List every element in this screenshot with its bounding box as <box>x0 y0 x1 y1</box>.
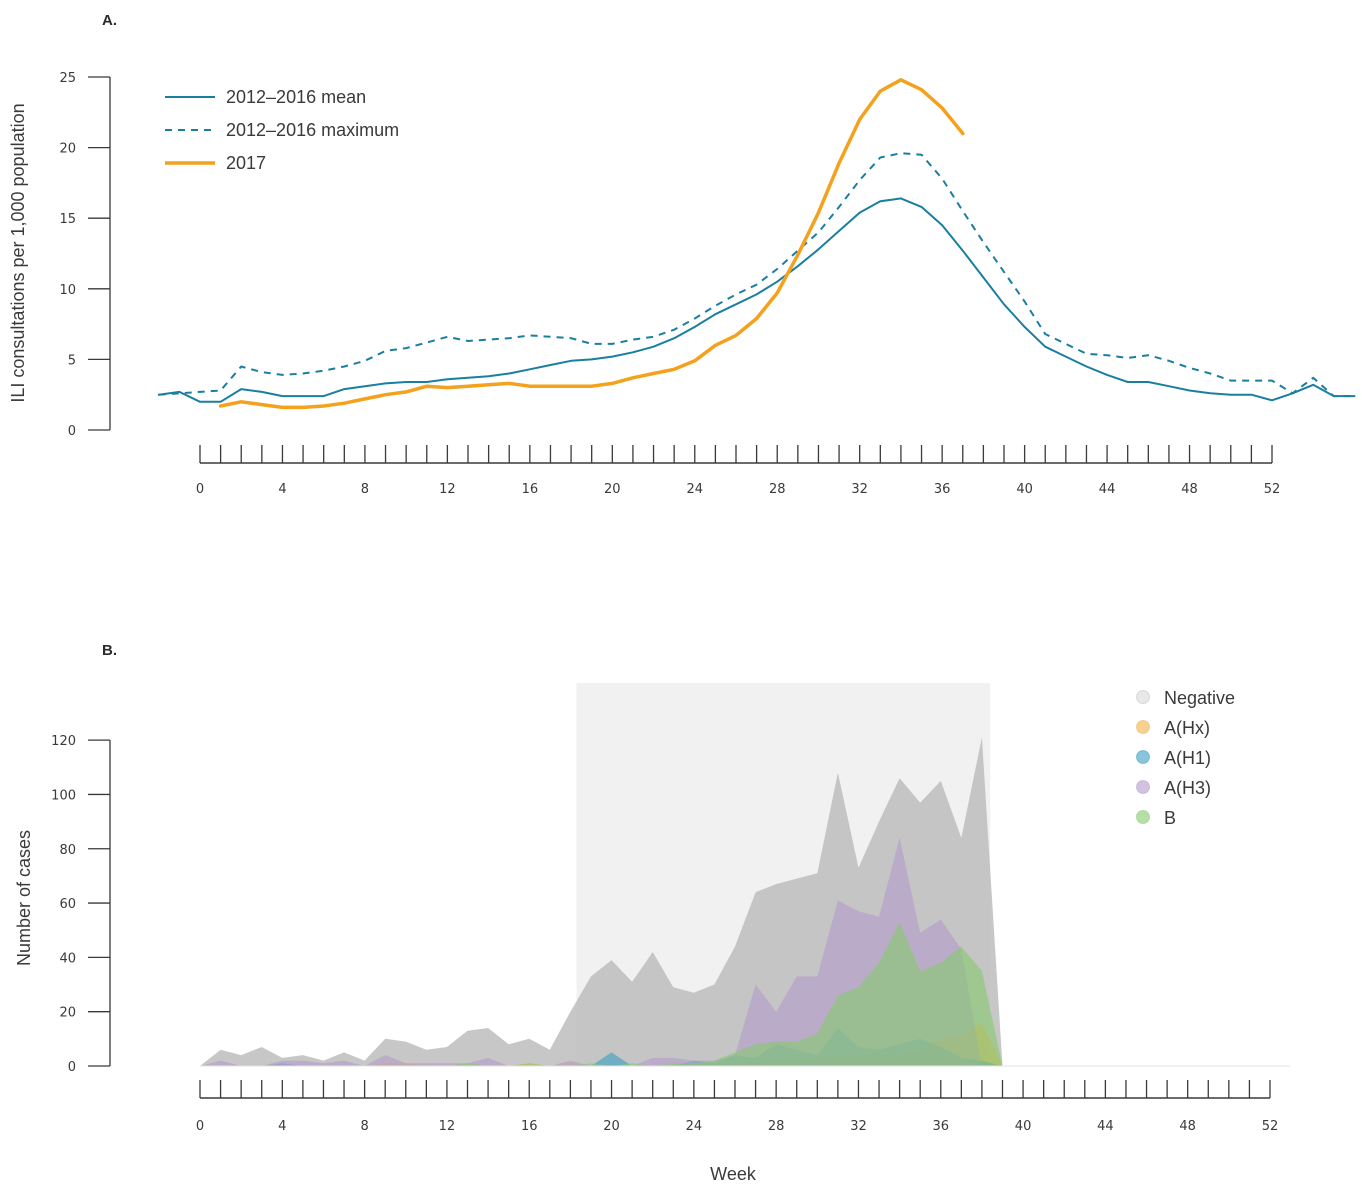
legend-label: A(H3) <box>1164 778 1211 798</box>
x-tick-label: 12 <box>439 482 456 497</box>
legend-marker <box>1136 750 1150 764</box>
x-tick-label: 16 <box>522 482 539 497</box>
x-tick-label: 24 <box>686 1119 703 1134</box>
x-tick-label: 4 <box>278 1119 286 1134</box>
x-tick-label: 16 <box>521 1119 538 1134</box>
area-b <box>200 922 1003 1066</box>
panel-b-y-axis: 0 20 40 60 80 100 120 <box>51 734 111 1075</box>
x-tick-label: 52 <box>1262 1119 1279 1134</box>
x-tick-label: 32 <box>851 482 868 497</box>
legend-marker <box>1136 690 1150 704</box>
legend-label: B <box>1164 808 1176 828</box>
legend-marker <box>1136 810 1150 824</box>
x-tick-label: 12 <box>439 1119 456 1134</box>
x-tick-label: 52 <box>1264 482 1281 497</box>
x-tick-label: 48 <box>1181 482 1198 497</box>
series-line-mean <box>157 197 1356 403</box>
y-tick-label: 20 <box>59 1006 76 1021</box>
y-tick-label: 40 <box>59 951 76 966</box>
x-tick-label: 32 <box>850 1119 867 1134</box>
panel-a-label: A. <box>102 12 117 29</box>
legend-label: 2017 <box>226 153 266 173</box>
legend-label: Negative <box>1164 688 1235 708</box>
y-tick-label: 0 <box>68 424 76 439</box>
x-tick-label: 36 <box>934 482 951 497</box>
legend-marker <box>1136 720 1150 734</box>
x-tick-label: 40 <box>1016 482 1033 497</box>
panel-a-y-axis-title: ILI consultations per 1,000 population <box>8 103 28 402</box>
y-tick-label: 100 <box>51 788 76 803</box>
y-tick-label: 120 <box>51 734 76 749</box>
series-line-maximum <box>158 152 1355 398</box>
panel-a-y-axis: 0 5 10 15 20 25 <box>59 71 111 439</box>
x-tick-label: 40 <box>1015 1119 1032 1134</box>
y-tick-label: 80 <box>59 843 76 858</box>
legend-label: A(Hx) <box>1164 718 1210 738</box>
y-tick-label: 10 <box>59 283 76 298</box>
area-ah3 <box>200 837 1003 1066</box>
panel-b-x-axis-title: Week <box>710 1164 757 1184</box>
y-tick-label: 0 <box>68 1060 76 1075</box>
legend-label: 2012–2016 mean <box>226 87 366 107</box>
y-tick-label: 15 <box>59 212 76 227</box>
panel-b-x-axis: 0 4 8 12 16 20 24 28 32 36 40 44 48 52 <box>196 1080 1278 1134</box>
x-tick-label: 4 <box>278 482 286 497</box>
x-tick-label: 36 <box>932 1119 949 1134</box>
panel-a-series <box>157 78 1356 410</box>
x-tick-label: 8 <box>360 1119 368 1134</box>
panel-b-legend: Negative A(Hx) A(H1) A(H3) B <box>1136 688 1235 828</box>
x-tick-label: 44 <box>1099 482 1116 497</box>
x-tick-label: 48 <box>1179 1119 1196 1134</box>
panel-b-y-axis-title: Number of cases <box>14 830 34 966</box>
y-tick-label: 25 <box>59 71 76 86</box>
x-tick-label: 28 <box>769 482 786 497</box>
x-tick-label: 0 <box>196 482 204 497</box>
x-tick-label: 44 <box>1097 1119 1114 1134</box>
panel-a-legend: 2012–2016 mean 2012–2016 maximum 2017 <box>165 87 399 173</box>
panel-a-x-axis: 0 4 8 12 16 20 24 28 32 36 40 44 48 52 <box>196 445 1280 497</box>
x-tick-label: 28 <box>768 1119 785 1134</box>
x-tick-label: 24 <box>686 482 703 497</box>
panel-b-areas <box>200 737 1290 1067</box>
y-tick-label: 5 <box>68 353 76 368</box>
legend-label: A(H1) <box>1164 748 1211 768</box>
y-tick-label: 60 <box>59 897 76 912</box>
x-tick-label: 20 <box>603 1119 620 1134</box>
x-tick-label: 0 <box>196 1119 204 1134</box>
x-tick-label: 20 <box>604 482 621 497</box>
panel-b-label: B. <box>102 642 117 659</box>
y-tick-label: 20 <box>59 142 76 157</box>
series-line-2017 <box>218 78 965 410</box>
legend-label: 2012–2016 maximum <box>226 120 399 140</box>
x-tick-label: 8 <box>361 482 369 497</box>
legend-marker <box>1136 780 1150 794</box>
